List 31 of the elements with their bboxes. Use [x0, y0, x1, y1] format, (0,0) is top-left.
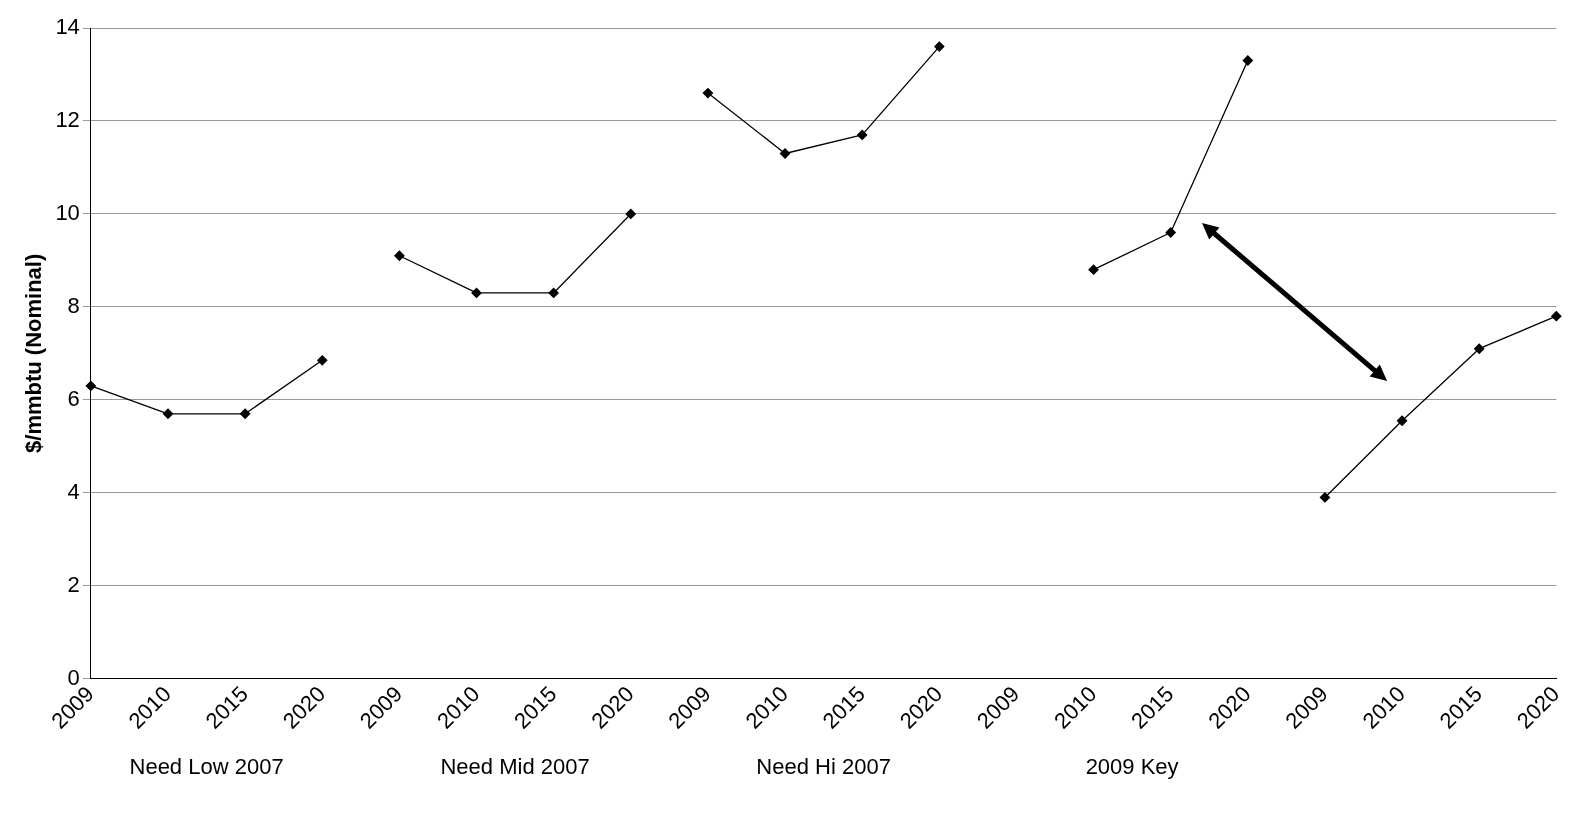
- text: Need Hi 2007: [756, 754, 891, 780]
- text: Need Mid 2007: [440, 754, 590, 780]
- y-tick-label: 4: [67, 478, 80, 504]
- point: [857, 129, 868, 141]
- point: [548, 287, 559, 299]
- point: [934, 41, 945, 52]
- point: [702, 87, 714, 99]
- point: [1551, 311, 1562, 322]
- y-tick-label: 2: [67, 571, 80, 597]
- point: [1396, 415, 1408, 426]
- y-tick-label: 14: [55, 14, 80, 40]
- point: [471, 287, 482, 299]
- text: 2009 Key: [1085, 754, 1179, 780]
- y-tick-label: 12: [55, 107, 80, 133]
- point: [625, 208, 636, 220]
- text: Need Low 2007: [129, 754, 284, 780]
- point: [162, 408, 174, 419]
- point: [85, 380, 97, 392]
- y-tick-label: 8: [67, 292, 80, 318]
- point: [1319, 492, 1331, 503]
- point: [317, 355, 328, 366]
- y-axis-title: $/mmbtu (Nominal): [21, 253, 47, 453]
- point: [1474, 343, 1485, 354]
- y-tick-label: 10: [55, 199, 80, 225]
- point: [1088, 264, 1099, 275]
- point: [1165, 227, 1176, 238]
- point: [239, 408, 251, 419]
- y-tick-label: 0: [67, 664, 80, 690]
- y-tick-label: 6: [67, 385, 80, 411]
- point: [1242, 55, 1253, 66]
- point: [394, 250, 405, 261]
